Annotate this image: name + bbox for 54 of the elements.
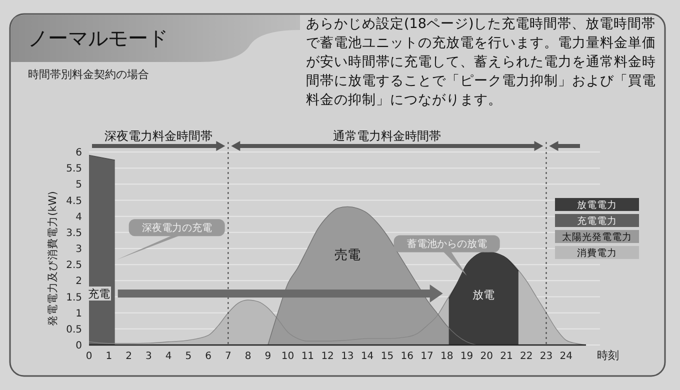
y-tick-label: 6	[76, 148, 82, 158]
x-axis-title: 時刻	[597, 349, 619, 362]
y-tick-label: 5.5	[66, 164, 82, 175]
x-tick-label: 19	[460, 351, 474, 362]
chart-subtitle: 時間帯別料金契約の場合	[28, 68, 149, 81]
annotation: 充電	[88, 288, 110, 301]
y-tick-label: 5	[76, 180, 82, 191]
x-tick-label: 10	[281, 351, 294, 362]
x-tick-label: 20	[480, 351, 493, 362]
text: 深夜電力料金時間帯	[104, 129, 213, 143]
x-tick-label: 16	[400, 351, 414, 362]
y-axis-title: 発電電力及び消費電力(kW)	[46, 191, 59, 326]
y-tick-label: 1.5	[66, 292, 82, 304]
x-tick-label: 3	[145, 351, 152, 362]
x-tick-label: 9	[264, 351, 272, 362]
y-tick-label: 4	[76, 212, 82, 223]
annotation: 深夜電力の充電	[142, 222, 212, 234]
y-tick-label: 2.5	[66, 260, 82, 272]
x-tick-label: 1	[106, 351, 112, 362]
y-tick-label: 3	[76, 244, 82, 255]
x-tick-label: 11	[301, 351, 314, 362]
annotation: 放電	[472, 288, 495, 302]
x-tick-label: 13	[341, 351, 354, 362]
x-tick-label: 15	[380, 351, 394, 362]
x-tick-label: 6	[205, 351, 212, 362]
x-tick-label: 12	[321, 351, 334, 362]
x-tick-label: 24	[560, 351, 572, 362]
x-tick-label: 22	[520, 351, 533, 362]
x-tick-label: 21	[500, 351, 513, 362]
y-tick-label: 0	[76, 340, 82, 352]
y-tick-label: 3.5	[66, 228, 82, 239]
annotation: 売電	[334, 248, 360, 264]
x-tick-label: 7	[224, 351, 232, 362]
x-tick-label: 23	[540, 351, 553, 362]
x-tick-label: 0	[86, 351, 92, 362]
y-tick-label: 0.5	[66, 324, 82, 336]
text: あらかじめ設定(18ページ)した充電時間帯、放電時間帯で蓄電池ユニットの充放電を行います。電力量料金単価が安い時間帯に充電して、蓄えられた電力を通常料金時間帯に放電することで「ピーク電力抑制」および「買電料金の抑制」につながります。	[306, 16, 656, 108]
y-tick-label: 4.5	[66, 196, 82, 207]
y-tick-label: 2	[76, 276, 82, 288]
annotation: 蓄電池からの放電	[406, 238, 487, 250]
chart-title: ノーマルモード	[28, 26, 168, 50]
x-tick-label: 14	[360, 351, 374, 362]
text: 消費電力	[577, 247, 617, 259]
x-tick-label: 8	[244, 351, 252, 362]
x-tick-label: 4	[165, 351, 172, 362]
x-tick-label: 17	[420, 351, 434, 362]
x-tick-label: 5	[185, 351, 192, 362]
text: 放電電力	[577, 199, 617, 211]
text: 通常電力料金時間帯	[333, 129, 442, 143]
x-tick-label: 2	[126, 351, 132, 362]
x-tick-label: 18	[440, 351, 454, 362]
text: 充電電力	[577, 215, 617, 227]
y-tick-label: 1	[76, 308, 82, 320]
text: 太陽光発電電力	[562, 231, 632, 243]
